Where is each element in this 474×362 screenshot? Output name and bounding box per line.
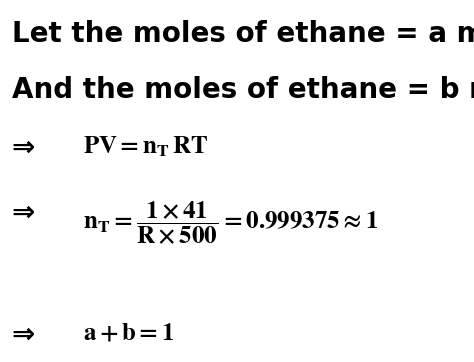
Text: ⇒: ⇒ bbox=[12, 134, 35, 162]
Text: And the moles of ethane = b mole: And the moles of ethane = b mole bbox=[12, 76, 474, 104]
Text: Let the moles of ethane = a mole: Let the moles of ethane = a mole bbox=[12, 20, 474, 48]
Text: ⇒: ⇒ bbox=[12, 320, 35, 348]
Text: ⇒: ⇒ bbox=[12, 199, 35, 227]
Text: $\mathbf{PV=n_T\,RT}$: $\mathbf{PV=n_T\,RT}$ bbox=[83, 134, 208, 159]
Text: $\mathbf{n_T=\dfrac{1\times41}{R\times500}=0.999375\approx1}$: $\mathbf{n_T=\dfrac{1\times41}{R\times50… bbox=[83, 199, 378, 247]
Text: $\mathbf{a+b=1}$: $\mathbf{a+b=1}$ bbox=[83, 320, 174, 344]
